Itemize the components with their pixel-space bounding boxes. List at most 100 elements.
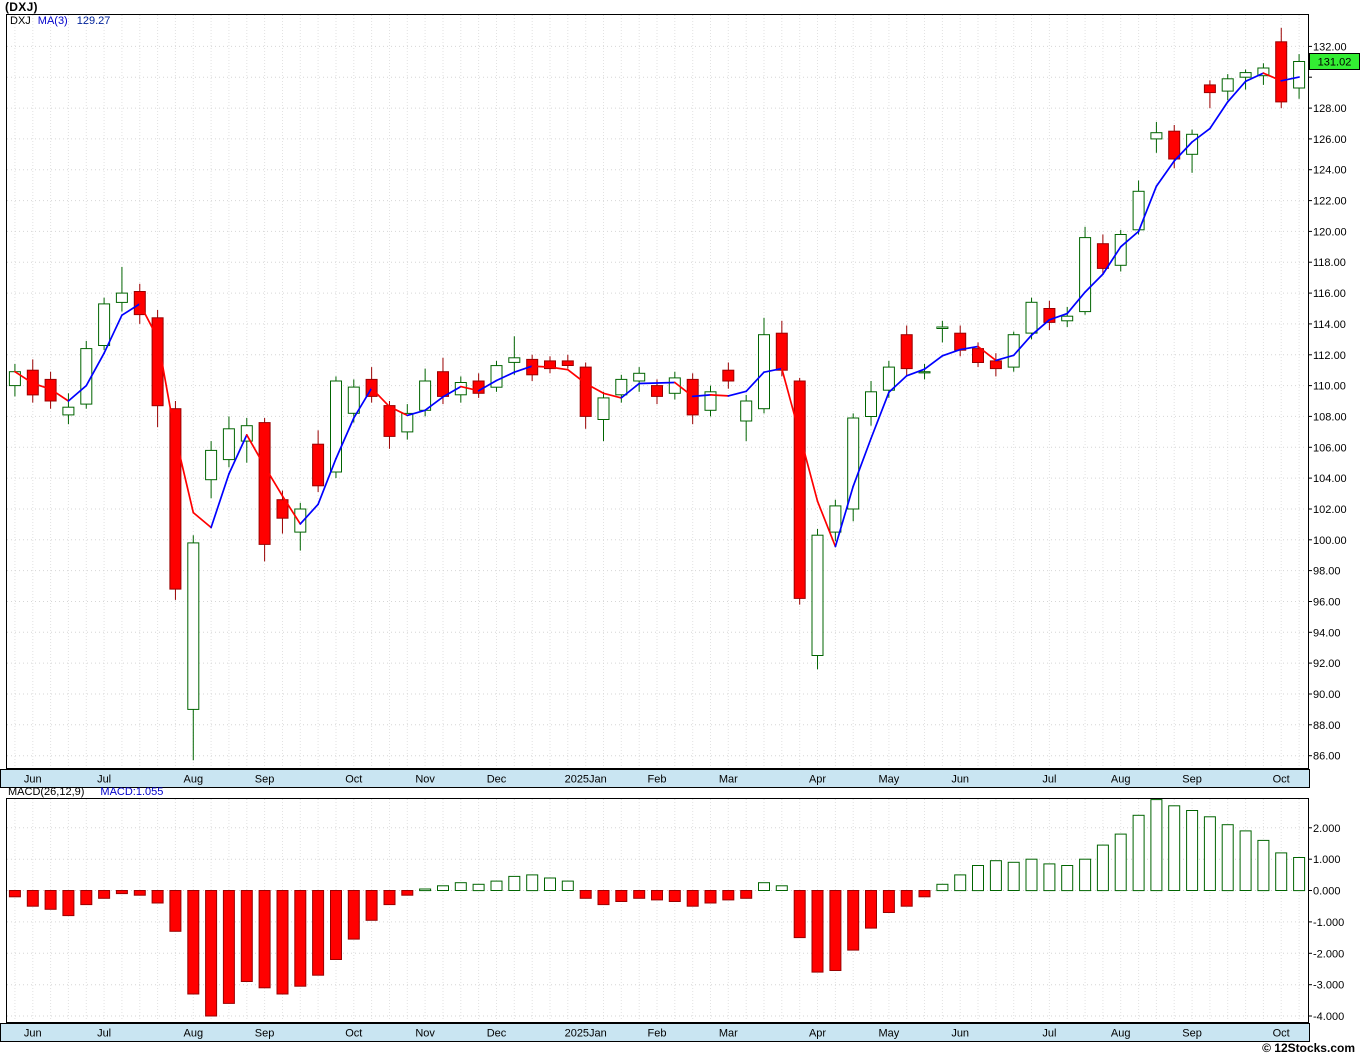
candle-up bbox=[615, 378, 628, 396]
macd-bar-negative bbox=[918, 890, 931, 898]
candle-down bbox=[972, 348, 984, 364]
price-axis-label: 102.00 bbox=[1313, 504, 1347, 516]
x-axis-month-label: Jun bbox=[951, 1028, 969, 1040]
macd-bar-positive bbox=[1007, 861, 1020, 891]
ma3-line-segment bbox=[709, 394, 730, 397]
ma3-line-segment bbox=[1244, 72, 1265, 83]
ma3-line-segment bbox=[566, 368, 587, 385]
ma3-line-segment bbox=[584, 382, 605, 395]
ma3-line-segment bbox=[905, 368, 926, 377]
macd-bar-negative bbox=[829, 890, 842, 971]
candle-down bbox=[561, 360, 574, 366]
candle-up bbox=[1239, 72, 1252, 78]
candle-down bbox=[900, 334, 913, 370]
ma3-line-segment bbox=[727, 390, 748, 397]
x-axis-month-label: Aug bbox=[1111, 774, 1131, 786]
macd-bar-negative bbox=[811, 890, 824, 973]
ma3-line-segment bbox=[442, 385, 462, 398]
ma3-line-segment bbox=[85, 352, 105, 387]
price-axis-label: 92.00 bbox=[1313, 658, 1341, 670]
candle-up bbox=[1114, 234, 1127, 266]
candle-up bbox=[597, 397, 610, 420]
price-axis-label: 110.00 bbox=[1313, 381, 1346, 393]
ma-value: 129.27 bbox=[76, 15, 111, 27]
macd-bar-negative bbox=[8, 890, 21, 898]
ma3-line-segment bbox=[335, 417, 355, 460]
ma3-line-segment bbox=[31, 382, 52, 391]
macd-bar-negative bbox=[668, 890, 681, 902]
price-axis-label: 86.00 bbox=[1313, 751, 1341, 763]
ma3-line-segment bbox=[513, 365, 534, 374]
x-axis-month-label: Dec bbox=[487, 774, 507, 786]
macd-bar-negative bbox=[579, 890, 592, 899]
ma3-line-segment bbox=[459, 385, 480, 392]
macd-bar-negative bbox=[294, 890, 307, 987]
macd-bar-positive bbox=[526, 874, 539, 892]
x-axis-month-label: Oct bbox=[345, 774, 362, 786]
macd-bar-negative bbox=[615, 890, 628, 902]
ma3-line-segment bbox=[638, 382, 658, 385]
ma3-line-segment bbox=[959, 345, 979, 351]
x-axis-month-label: Oct bbox=[345, 1028, 362, 1040]
ma3-line-segment bbox=[1137, 185, 1158, 233]
macd-bar-positive bbox=[1221, 824, 1234, 892]
price-panel-frame bbox=[6, 14, 1309, 769]
ma3-line-segment bbox=[192, 511, 212, 529]
macd-bar-positive bbox=[1025, 858, 1038, 892]
macd-bar-negative bbox=[169, 890, 182, 932]
macd-bar-negative bbox=[651, 890, 663, 901]
ma3-line-segment bbox=[923, 354, 944, 371]
x-axis-month-label: Mar bbox=[719, 774, 738, 786]
ma3-line-segment bbox=[531, 365, 551, 368]
candle-down bbox=[383, 405, 396, 437]
ma3-line-segment bbox=[406, 409, 426, 417]
x-axis-month-label: Nov bbox=[415, 774, 435, 786]
ma3-line-segment bbox=[780, 367, 801, 436]
candle-down bbox=[258, 422, 271, 545]
candle-down bbox=[775, 332, 788, 371]
x-axis-month-label: Jun bbox=[951, 774, 969, 786]
macd-bar-positive bbox=[1079, 858, 1092, 892]
macd-bar-negative bbox=[847, 890, 860, 951]
candle-up bbox=[668, 377, 681, 394]
x-axis-month-label: Sep bbox=[1182, 774, 1202, 786]
candle-down bbox=[544, 360, 556, 370]
ma3-line-segment bbox=[299, 503, 319, 525]
macd-axis-label: 2.000 bbox=[1313, 823, 1341, 835]
ma3-line-segment bbox=[424, 396, 444, 412]
ma3-line-segment bbox=[745, 371, 765, 393]
candle-down bbox=[722, 369, 735, 382]
x-axis-month-label: Sep bbox=[1182, 1028, 1202, 1040]
ma3-line-segment bbox=[495, 371, 516, 382]
macd-bar-positive bbox=[758, 882, 770, 892]
macd-bar-negative bbox=[222, 890, 235, 1004]
ma3-line-segment bbox=[49, 388, 70, 402]
x-axis-month-label: Mar bbox=[719, 1028, 738, 1040]
ma3-line-segment bbox=[317, 457, 337, 506]
candle-down bbox=[1043, 308, 1056, 323]
x-axis-month-label: May bbox=[879, 774, 900, 786]
x-axis-month-label: Jul bbox=[97, 774, 111, 786]
ma3-line-segment bbox=[210, 473, 230, 529]
macd-bar-negative bbox=[205, 890, 218, 1017]
copyright-link[interactable]: © 12Stocks.com bbox=[1262, 1041, 1355, 1055]
candle-down bbox=[151, 317, 164, 407]
ma3-line-segment bbox=[245, 434, 266, 468]
candle-up bbox=[811, 534, 824, 657]
macd-bar-negative bbox=[900, 890, 913, 907]
macd-axis-label: -3.000 bbox=[1313, 980, 1344, 992]
candle-up bbox=[330, 380, 342, 473]
macd-bar-negative bbox=[704, 890, 717, 904]
price-axis-label: 100.00 bbox=[1313, 535, 1347, 547]
macd-bar-negative bbox=[240, 890, 253, 982]
price-axis-label: 88.00 bbox=[1313, 720, 1341, 732]
ma3-line-segment bbox=[1209, 101, 1229, 130]
price-axis-label: 104.00 bbox=[1313, 473, 1347, 485]
macd-bar-positive bbox=[1096, 844, 1109, 892]
x-axis-month-label: Jul bbox=[1042, 1028, 1056, 1040]
x-axis-month-label: Dec bbox=[487, 1028, 507, 1040]
macd-bar-positive bbox=[1061, 865, 1074, 892]
macd-bar-negative bbox=[115, 890, 128, 895]
price-axis-label: 126.00 bbox=[1313, 134, 1347, 146]
macd-bar-positive bbox=[1168, 805, 1181, 891]
